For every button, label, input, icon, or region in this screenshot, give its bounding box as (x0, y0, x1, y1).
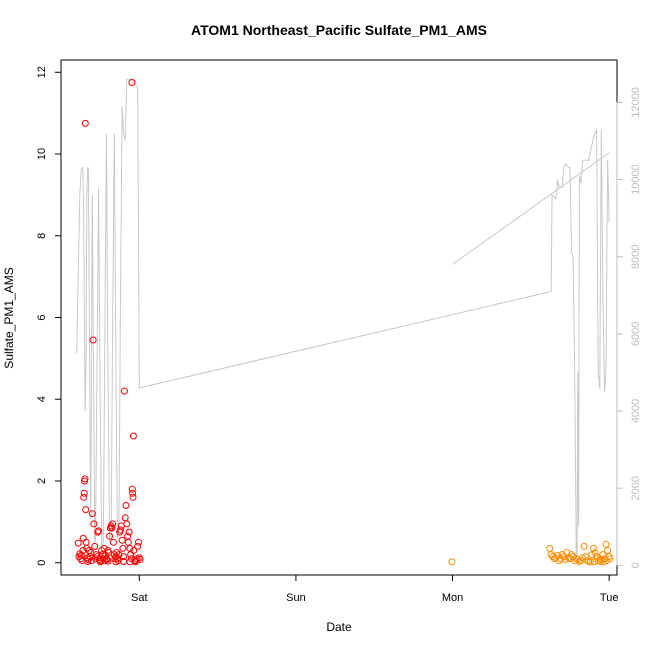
data-point-series-1 (96, 558, 104, 566)
y2-tick-label: 8000 (630, 244, 642, 268)
data-point-series-1 (106, 532, 114, 540)
data-point-series-1 (110, 538, 117, 546)
y2-tick-label: 6000 (630, 322, 642, 346)
data-point-series-1 (84, 558, 92, 565)
data-point-series-1 (99, 551, 106, 559)
x-tick-label: Mon (442, 592, 463, 604)
data-point-series-2 (546, 544, 554, 552)
x-tick-label: Sun (286, 592, 306, 604)
data-point-series-1 (136, 556, 144, 563)
data-point-series-1 (129, 432, 137, 440)
y-tick-label: 4 (36, 396, 48, 402)
y-tick-label: 8 (36, 233, 48, 239)
data-point-series-1 (129, 493, 137, 501)
data-point-series-1 (126, 558, 134, 566)
data-point-series-1 (95, 527, 103, 535)
data-point-series-1 (129, 489, 137, 497)
data-point-series-1 (134, 542, 142, 550)
y-axis-label: Sulfate_PM1_AMS (2, 267, 16, 368)
data-point-series-2 (549, 553, 557, 561)
data-point-series-2 (590, 558, 598, 566)
x-axis: Sat Sun Mon Tue (131, 574, 619, 604)
x-axis-label: Date (326, 620, 352, 634)
data-point-series-1 (128, 485, 136, 493)
data-point-series-2 (590, 544, 597, 552)
data-point-series-2 (602, 540, 610, 548)
data-point-series-1 (81, 119, 89, 127)
data-point-series-1 (77, 555, 85, 563)
chart-title: ATOM1 Northeast_Pacific Sulfate_PM1_AMS (191, 22, 487, 38)
x-tick-label: Tue (600, 592, 619, 604)
data-point-series-1 (135, 538, 142, 546)
data-point-series-2 (568, 551, 576, 559)
data-point-series-1 (100, 544, 108, 552)
y-tick-label: 10 (36, 148, 48, 160)
data-point-series-1 (91, 542, 99, 550)
y2-tick-label: 4000 (630, 399, 642, 423)
data-point-series-1 (82, 506, 90, 514)
data-point-series-1 (94, 528, 102, 536)
altitude-layer (76, 78, 610, 558)
x-tick-label: Sat (131, 592, 148, 604)
data-point-series-1 (128, 79, 136, 86)
data-point-series-1 (81, 475, 89, 483)
data-point-series-1 (120, 387, 128, 395)
data-point-series-2 (448, 558, 456, 566)
data-point-series-1 (88, 557, 95, 565)
data-point-series-1 (108, 524, 116, 532)
data-point-series-2 (580, 542, 588, 550)
y-tick-label: 2 (36, 478, 48, 484)
data-point-series-1 (88, 510, 96, 518)
y2-tick-label: 2000 (630, 476, 642, 500)
data-point-series-1 (77, 551, 85, 559)
data-point-series-1 (123, 520, 131, 528)
data-point-series-1 (109, 520, 117, 528)
data-point-series-1 (117, 526, 124, 534)
data-point-series-2 (599, 551, 607, 559)
data-point-series-1 (80, 489, 88, 497)
y2-tick-label: 10000 (630, 164, 642, 195)
data-point-series-2 (582, 553, 590, 561)
data-point-series-1 (115, 551, 123, 559)
data-point-series-2 (586, 558, 594, 566)
y-tick-label: 0 (36, 560, 48, 566)
data-point-series-1 (120, 553, 128, 561)
data-point-series-1 (119, 544, 127, 552)
y-axis-left: 0 2 4 6 8 10 12 (36, 66, 62, 566)
data-point-series-1 (80, 493, 88, 501)
data-point-series-1 (90, 520, 98, 528)
data-point-series-1 (74, 539, 82, 547)
data-point-series-2 (574, 556, 582, 563)
data-point-series-1 (112, 558, 120, 566)
data-point-series-2 (600, 558, 608, 566)
data-point-series-1 (104, 557, 112, 565)
altitude-line-segment (452, 152, 610, 265)
data-point-series-1 (89, 336, 97, 344)
data-point-series-1 (125, 528, 133, 536)
y-tick-label: 12 (36, 66, 48, 78)
altitude-line (76, 78, 610, 558)
y-axis-right: 0 2000 4000 6000 8000 10000 12000 (616, 87, 642, 568)
data-point-series-1 (122, 502, 130, 509)
y2-tick-label: 12000 (630, 87, 642, 118)
points-layer (74, 79, 614, 566)
y2-tick-label: 0 (630, 562, 642, 568)
data-point-series-1 (118, 536, 126, 544)
y-tick-label: 6 (36, 314, 48, 320)
data-point-series-1 (130, 547, 138, 554)
